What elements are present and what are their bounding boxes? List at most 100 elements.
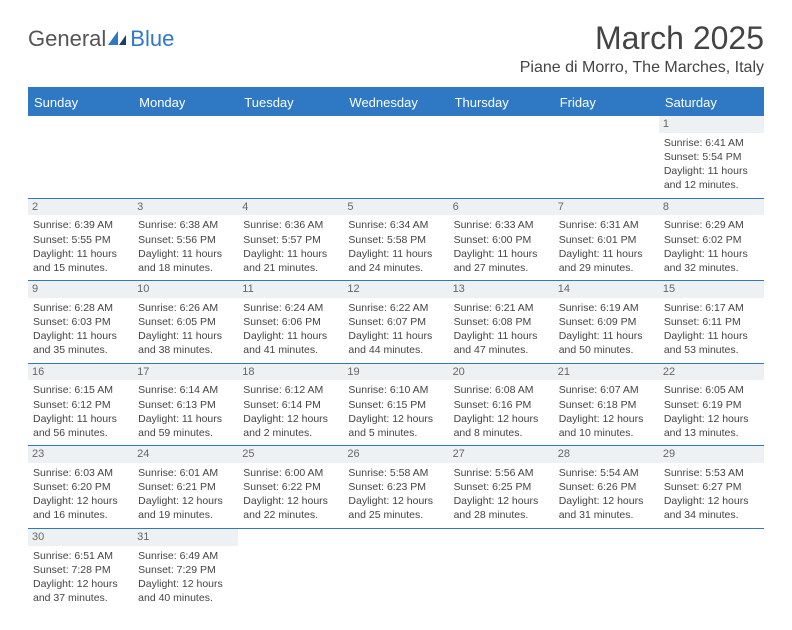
- daylight-text: and 41 minutes.: [243, 343, 338, 357]
- page-title: March 2025: [520, 20, 764, 57]
- daylight-text: and 19 minutes.: [138, 508, 233, 522]
- calendar-cell: 17Sunrise: 6:14 AMSunset: 6:13 PMDayligh…: [133, 363, 238, 446]
- calendar-row: 2Sunrise: 6:39 AMSunset: 5:55 PMDaylight…: [28, 198, 764, 281]
- calendar-cell: 24Sunrise: 6:01 AMSunset: 6:21 PMDayligh…: [133, 446, 238, 529]
- day-number: 16: [28, 364, 133, 381]
- day-number: 23: [28, 446, 133, 463]
- calendar-cell: 6Sunrise: 6:33 AMSunset: 6:00 PMDaylight…: [449, 198, 554, 281]
- daylight-text: Daylight: 12 hours: [33, 494, 128, 508]
- sunset-text: Sunset: 5:54 PM: [664, 150, 759, 164]
- daylight-text: Daylight: 12 hours: [454, 412, 549, 426]
- daylight-text: Daylight: 11 hours: [33, 412, 128, 426]
- sunset-text: Sunset: 6:14 PM: [243, 398, 338, 412]
- col-wednesday: Wednesday: [343, 88, 448, 116]
- day-number: 25: [238, 446, 343, 463]
- daylight-text: Daylight: 11 hours: [664, 164, 759, 178]
- daylight-text: and 44 minutes.: [348, 343, 443, 357]
- daylight-text: and 38 minutes.: [138, 343, 233, 357]
- col-sunday: Sunday: [28, 88, 133, 116]
- sunrise-text: Sunrise: 6:01 AM: [138, 466, 233, 480]
- daylight-text: and 40 minutes.: [138, 591, 233, 605]
- daylight-text: Daylight: 11 hours: [138, 412, 233, 426]
- header: General Blue March 2025 Piane di Morro, …: [28, 20, 764, 77]
- calendar-cell: 4Sunrise: 6:36 AMSunset: 5:57 PMDaylight…: [238, 198, 343, 281]
- day-number: 26: [343, 446, 448, 463]
- calendar-cell: 22Sunrise: 6:05 AMSunset: 6:19 PMDayligh…: [659, 363, 764, 446]
- calendar-cell: 28Sunrise: 5:54 AMSunset: 6:26 PMDayligh…: [554, 446, 659, 529]
- col-thursday: Thursday: [449, 88, 554, 116]
- day-number: 28: [554, 446, 659, 463]
- calendar-cell: 21Sunrise: 6:07 AMSunset: 6:18 PMDayligh…: [554, 363, 659, 446]
- daylight-text: and 21 minutes.: [243, 261, 338, 275]
- calendar-cell: 13Sunrise: 6:21 AMSunset: 6:08 PMDayligh…: [449, 281, 554, 364]
- logo: General Blue: [28, 26, 174, 52]
- sunset-text: Sunset: 6:15 PM: [348, 398, 443, 412]
- day-header-row: Sunday Monday Tuesday Wednesday Thursday…: [28, 88, 764, 116]
- daylight-text: and 13 minutes.: [664, 426, 759, 440]
- daylight-text: Daylight: 11 hours: [664, 329, 759, 343]
- sunset-text: Sunset: 5:56 PM: [138, 233, 233, 247]
- daylight-text: Daylight: 11 hours: [33, 329, 128, 343]
- daylight-text: Daylight: 12 hours: [348, 412, 443, 426]
- daylight-text: and 27 minutes.: [454, 261, 549, 275]
- sunrise-text: Sunrise: 6:10 AM: [348, 383, 443, 397]
- title-block: March 2025 Piane di Morro, The Marches, …: [520, 20, 764, 77]
- daylight-text: and 32 minutes.: [664, 261, 759, 275]
- calendar-cell: [238, 116, 343, 198]
- calendar-cell: [449, 116, 554, 198]
- sunrise-text: Sunrise: 6:08 AM: [454, 383, 549, 397]
- calendar-row: 9Sunrise: 6:28 AMSunset: 6:03 PMDaylight…: [28, 281, 764, 364]
- sunrise-text: Sunrise: 6:51 AM: [33, 549, 128, 563]
- calendar-table: Sunday Monday Tuesday Wednesday Thursday…: [28, 87, 764, 610]
- daylight-text: and 18 minutes.: [138, 261, 233, 275]
- day-number: 22: [659, 364, 764, 381]
- sunrise-text: Sunrise: 6:15 AM: [33, 383, 128, 397]
- day-number: 12: [343, 281, 448, 298]
- day-number: 30: [28, 529, 133, 546]
- sunset-text: Sunset: 6:21 PM: [138, 480, 233, 494]
- calendar-cell: 16Sunrise: 6:15 AMSunset: 6:12 PMDayligh…: [28, 363, 133, 446]
- calendar-row: 1Sunrise: 6:41 AMSunset: 5:54 PMDaylight…: [28, 116, 764, 198]
- daylight-text: and 28 minutes.: [454, 508, 549, 522]
- calendar-cell: 3Sunrise: 6:38 AMSunset: 5:56 PMDaylight…: [133, 198, 238, 281]
- daylight-text: and 34 minutes.: [664, 508, 759, 522]
- daylight-text: Daylight: 12 hours: [559, 412, 654, 426]
- day-number: 6: [449, 199, 554, 216]
- daylight-text: and 16 minutes.: [33, 508, 128, 522]
- sunrise-text: Sunrise: 6:39 AM: [33, 218, 128, 232]
- day-number: 7: [554, 199, 659, 216]
- calendar-cell: 9Sunrise: 6:28 AMSunset: 6:03 PMDaylight…: [28, 281, 133, 364]
- daylight-text: Daylight: 11 hours: [243, 329, 338, 343]
- calendar-cell: 12Sunrise: 6:22 AMSunset: 6:07 PMDayligh…: [343, 281, 448, 364]
- sunrise-text: Sunrise: 5:54 AM: [559, 466, 654, 480]
- daylight-text: Daylight: 12 hours: [243, 412, 338, 426]
- col-tuesday: Tuesday: [238, 88, 343, 116]
- sunrise-text: Sunrise: 6:14 AM: [138, 383, 233, 397]
- calendar-cell: [28, 116, 133, 198]
- daylight-text: Daylight: 11 hours: [33, 247, 128, 261]
- daylight-text: Daylight: 11 hours: [664, 247, 759, 261]
- sunset-text: Sunset: 6:16 PM: [454, 398, 549, 412]
- logo-text-general: General: [28, 26, 106, 52]
- daylight-text: and 24 minutes.: [348, 261, 443, 275]
- sunrise-text: Sunrise: 6:49 AM: [138, 549, 233, 563]
- sunrise-text: Sunrise: 6:29 AM: [664, 218, 759, 232]
- sunset-text: Sunset: 6:22 PM: [243, 480, 338, 494]
- sunset-text: Sunset: 6:11 PM: [664, 315, 759, 329]
- sunrise-text: Sunrise: 6:19 AM: [559, 301, 654, 315]
- daylight-text: and 29 minutes.: [559, 261, 654, 275]
- sunset-text: Sunset: 6:20 PM: [33, 480, 128, 494]
- sunrise-text: Sunrise: 6:36 AM: [243, 218, 338, 232]
- day-number: 8: [659, 199, 764, 216]
- daylight-text: Daylight: 11 hours: [348, 247, 443, 261]
- sunset-text: Sunset: 6:06 PM: [243, 315, 338, 329]
- calendar-cell: [343, 528, 448, 610]
- sunset-text: Sunset: 6:09 PM: [559, 315, 654, 329]
- day-number: 14: [554, 281, 659, 298]
- sunrise-text: Sunrise: 6:33 AM: [454, 218, 549, 232]
- calendar-cell: [449, 528, 554, 610]
- daylight-text: and 47 minutes.: [454, 343, 549, 357]
- daylight-text: and 25 minutes.: [348, 508, 443, 522]
- sunset-text: Sunset: 6:00 PM: [454, 233, 549, 247]
- calendar-cell: 23Sunrise: 6:03 AMSunset: 6:20 PMDayligh…: [28, 446, 133, 529]
